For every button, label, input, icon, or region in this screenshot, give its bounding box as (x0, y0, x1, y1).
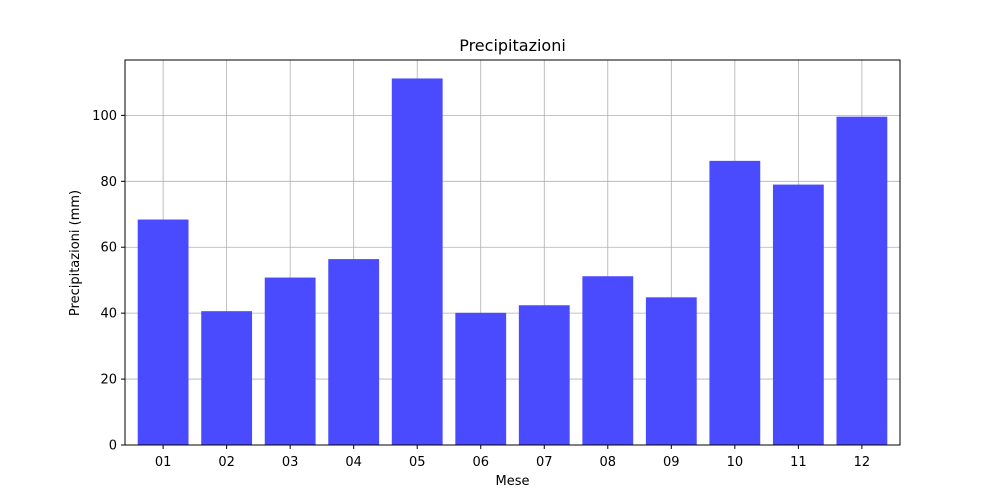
bar (518, 305, 570, 445)
bar (328, 259, 380, 445)
x-tick-label: 05 (409, 455, 426, 470)
bar (201, 311, 253, 445)
y-tick-label: 0 (109, 439, 117, 454)
y-tick-label: 80 (100, 175, 117, 190)
bar (582, 276, 634, 445)
bar (772, 184, 824, 445)
x-tick-label: 12 (854, 455, 871, 470)
y-tick-label: 40 (100, 307, 117, 322)
x-axis-label: Mese (496, 474, 530, 489)
bar (709, 160, 761, 445)
x-tick-label: 01 (155, 455, 172, 470)
x-tick-label: 11 (790, 455, 807, 470)
axes-layer (124, 59, 901, 446)
y-axis-label: Precipitazioni (mm) (68, 190, 83, 316)
y-tick-label: 60 (100, 241, 117, 256)
x-tick-label: 09 (663, 455, 680, 470)
x-tick-label: 06 (472, 455, 489, 470)
plot-frame (124, 59, 901, 446)
bar (836, 116, 888, 446)
y-tick-label: 100 (92, 109, 117, 124)
x-tick-label: 10 (727, 455, 744, 470)
bar (391, 78, 443, 446)
bar (645, 297, 697, 445)
bar (137, 219, 189, 445)
x-tick-label: 07 (536, 455, 553, 470)
x-tick-label: 08 (600, 455, 617, 470)
y-tick-label: 20 (100, 373, 117, 388)
x-tick-label: 04 (345, 455, 362, 470)
bars-layer (137, 78, 888, 446)
chart-title: Precipitazioni (459, 36, 566, 55)
bar (264, 277, 316, 445)
ticks-layer: 01 02 03 04 05 06 07 08 09 10 11 12 0 20 40 60 80 100 (92, 109, 870, 470)
x-tick-label: 02 (218, 455, 235, 470)
bar (455, 312, 507, 445)
x-tick-label: 03 (282, 455, 299, 470)
